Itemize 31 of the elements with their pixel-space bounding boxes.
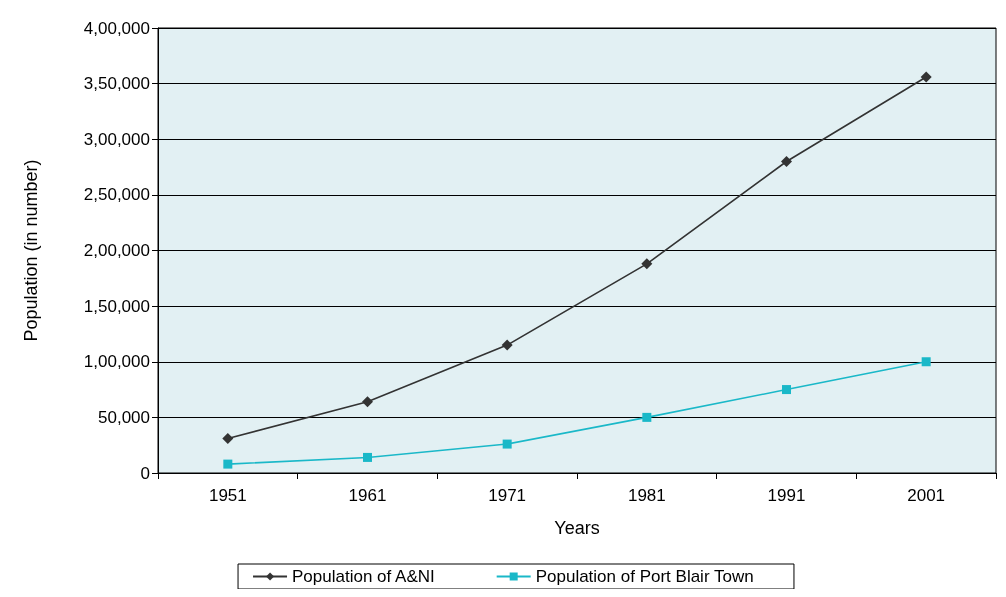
point	[920, 71, 932, 83]
y-tick-label: 1,50,000	[83, 296, 150, 316]
x-tick-label: 1951	[208, 486, 247, 505]
y-tick-label: 4,00,000	[83, 18, 150, 38]
y-axis-title: Population (in number)	[21, 159, 41, 342]
x-tick-label: 1991	[767, 486, 806, 505]
y-tick-label: 0	[140, 463, 150, 483]
y-tick-label: 2,00,000	[83, 241, 150, 260]
point	[642, 412, 652, 422]
y-tick-label: 50,000	[98, 407, 150, 427]
y-tick-label: 3,50,000	[83, 74, 150, 94]
point	[223, 459, 233, 469]
y-tick-label: 3,00,000	[83, 129, 150, 149]
x-tick-label: 1961	[348, 486, 387, 505]
x-tick-label: 1981	[627, 486, 666, 505]
legend-label: Population of Port Blair Town	[535, 567, 754, 586]
point	[921, 357, 931, 367]
x-axis-title: Years	[554, 518, 600, 538]
point	[363, 452, 372, 462]
y-tick-label: 1,00,000	[83, 352, 150, 372]
legend-label: Population of A&NI	[292, 567, 435, 586]
point	[782, 385, 791, 395]
point	[362, 396, 373, 408]
point	[222, 433, 234, 445]
x-tick-label: 2001	[907, 486, 946, 505]
point	[501, 339, 513, 351]
point	[502, 439, 512, 449]
point	[641, 258, 653, 270]
point	[781, 156, 792, 167]
x-tick-label: 1971	[488, 486, 527, 505]
y-tick-label: 2,50,000	[83, 185, 150, 205]
